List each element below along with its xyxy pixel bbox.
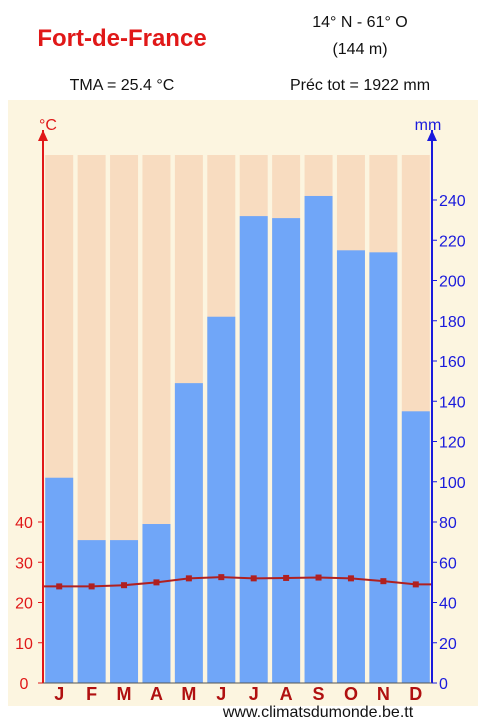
temperature-point xyxy=(218,574,225,581)
total-precipitation-text: Préc tot = 1922 mm xyxy=(290,77,430,94)
temperature-tick-label: 0 xyxy=(20,676,29,693)
temperature-unit-label: °C xyxy=(39,117,57,134)
precipitation-bar xyxy=(142,524,171,683)
precipitation-bar xyxy=(207,316,236,683)
temperature-point xyxy=(250,575,257,582)
mean-temperature-text: TMA = 25.4 °C xyxy=(70,77,175,94)
month-label: J xyxy=(216,684,226,704)
month-label: M xyxy=(181,684,196,704)
month-label: J xyxy=(54,684,64,704)
temperature-tick-label: 20 xyxy=(15,596,33,613)
temperature-line xyxy=(43,574,432,590)
temperature-point xyxy=(185,575,192,582)
precipitation-bar xyxy=(77,540,106,683)
precipitation-axis-arrow xyxy=(427,130,437,141)
month-label: M xyxy=(117,684,132,704)
precipitation-bar xyxy=(239,216,268,683)
precipitation-bars xyxy=(45,195,430,684)
website-credit: www.climatsdumonde.be.tt xyxy=(222,704,414,721)
precipitation-bar xyxy=(401,411,430,683)
temperature-tick-label: 30 xyxy=(15,555,33,572)
precipitation-tick-label: 200 xyxy=(439,274,466,291)
precipitation-tick-label: 40 xyxy=(439,596,457,613)
precipitation-tick-label: 120 xyxy=(439,435,466,452)
month-label: N xyxy=(377,684,390,704)
precipitation-tick-label: 80 xyxy=(439,515,457,532)
temperature-point xyxy=(315,574,322,581)
month-label: F xyxy=(86,684,97,704)
temperature-point xyxy=(121,582,128,589)
precipitation-bar xyxy=(304,195,333,683)
precipitation-tick-label: 140 xyxy=(439,394,466,411)
precipitation-unit-label: mm xyxy=(415,117,442,134)
temperature-point xyxy=(88,583,95,590)
precipitation-tick-label: 180 xyxy=(439,314,466,331)
temperature-point xyxy=(283,574,290,581)
precipitation-bar xyxy=(45,477,74,683)
month-label: S xyxy=(313,684,325,704)
precipitation-tick-label: 0 xyxy=(439,676,448,693)
temperature-point xyxy=(56,583,63,590)
temperature-point xyxy=(153,579,160,586)
precipitation-tick-label: 160 xyxy=(439,354,466,371)
city-title: Fort-de-France xyxy=(37,25,206,52)
precipitation-bar xyxy=(110,540,139,683)
precipitation-tick-label: 240 xyxy=(439,193,466,210)
precipitation-ticks: 0 20 40 60 80 100 120 140 160 180 200 220 240 xyxy=(432,193,466,693)
precipitation-tick-label: 20 xyxy=(439,636,457,653)
precipitation-tick-label: 220 xyxy=(439,233,466,250)
month-label: O xyxy=(344,684,358,704)
temperature-point xyxy=(412,581,419,588)
precipitation-bar xyxy=(174,383,203,683)
altitude-text: (144 m) xyxy=(332,41,387,58)
month-label: J xyxy=(249,684,259,704)
month-label: A xyxy=(280,684,293,704)
precipitation-bar xyxy=(272,218,301,684)
temperature-point xyxy=(380,578,387,585)
coordinates-text: 14° N - 61° O xyxy=(312,14,408,31)
axes xyxy=(38,130,437,684)
temperature-tick-label: 40 xyxy=(15,515,33,532)
month-label: D xyxy=(409,684,422,704)
precipitation-tick-label: 100 xyxy=(439,475,466,492)
precipitation-bar xyxy=(369,252,398,683)
month-label: A xyxy=(150,684,163,704)
temperature-path xyxy=(43,576,432,588)
precipitation-tick-label: 60 xyxy=(439,555,457,572)
precipitation-bar xyxy=(336,250,365,683)
temperature-axis-arrow xyxy=(38,130,48,141)
temperature-ticks: 0 10 20 30 40 xyxy=(15,515,43,693)
temperature-tick-label: 10 xyxy=(15,636,33,653)
temperature-point xyxy=(347,575,354,582)
